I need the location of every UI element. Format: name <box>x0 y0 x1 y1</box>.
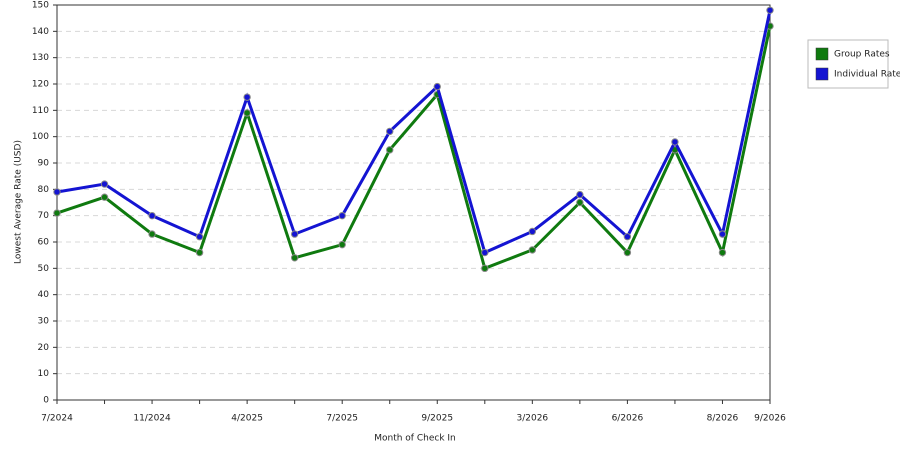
y-tick-label: 90 <box>38 159 50 169</box>
data-point <box>338 211 346 220</box>
y-tick-label: 0 <box>43 396 49 406</box>
data-point <box>100 180 109 188</box>
data-point <box>481 248 489 257</box>
data-point <box>290 230 299 238</box>
y-tick-label: 40 <box>38 290 50 300</box>
data-point <box>718 248 727 257</box>
data-point <box>528 227 537 236</box>
x-tick-label: 9/2026 <box>754 414 786 424</box>
y-tick-label: 30 <box>38 317 50 327</box>
x-tick-label: 7/2025 <box>326 414 358 424</box>
series-line <box>56 9 772 255</box>
data-point <box>718 230 727 238</box>
data-point <box>338 240 346 249</box>
data-point <box>576 190 584 199</box>
legend-swatch <box>815 67 829 81</box>
y-tick-label: 100 <box>32 132 49 142</box>
data-point <box>766 6 774 14</box>
y-tick-label: 130 <box>32 53 49 63</box>
data-point <box>243 109 251 117</box>
data-point <box>195 233 204 241</box>
data-point <box>623 248 632 257</box>
data-point <box>671 138 679 146</box>
data-point <box>386 127 394 136</box>
y-tick-label: 70 <box>38 211 50 221</box>
x-axis-label: Month of Check In <box>374 434 456 444</box>
y-tick-label: 150 <box>32 1 49 11</box>
y-tick-label: 80 <box>38 185 50 195</box>
data-point <box>148 211 156 220</box>
x-tick-label: 11/2024 <box>133 414 171 424</box>
data-point <box>100 193 109 201</box>
x-tick-label: 9/2025 <box>421 414 453 424</box>
x-tick-label: 6/2026 <box>612 414 644 424</box>
y-axis-label: Lowest Average Rate (USD) <box>14 140 24 264</box>
x-tick-label: 3/2026 <box>516 414 548 424</box>
y-tick-label: 50 <box>38 264 50 274</box>
data-point <box>53 209 61 217</box>
y-tick-label: 60 <box>38 238 50 248</box>
data-point <box>481 264 489 273</box>
series-line <box>56 25 772 271</box>
data-point <box>195 248 204 257</box>
data-point <box>148 230 156 238</box>
y-tick-label: 140 <box>32 27 49 37</box>
x-tick-label: 8/2026 <box>707 414 739 424</box>
data-point <box>528 246 537 254</box>
y-tick-label: 110 <box>32 106 49 116</box>
data-point <box>576 198 584 207</box>
x-tick-label: 7/2024 <box>41 414 73 424</box>
data-point <box>386 146 394 154</box>
legend-swatch <box>815 47 829 61</box>
legend-box <box>807 39 889 89</box>
data-point <box>53 188 61 196</box>
legend-label: Group Rates <box>834 50 890 60</box>
y-tick-label: 120 <box>32 80 49 90</box>
x-tick-label: 4/2025 <box>231 414 263 424</box>
y-tick-label: 10 <box>38 369 50 379</box>
data-point <box>290 254 299 262</box>
plot-frame <box>56 4 771 401</box>
data-point <box>243 93 251 101</box>
legend-label: Individual Rates <box>834 70 900 80</box>
data-point <box>623 233 632 241</box>
data-point <box>433 82 441 91</box>
y-tick-label: 20 <box>38 343 50 353</box>
